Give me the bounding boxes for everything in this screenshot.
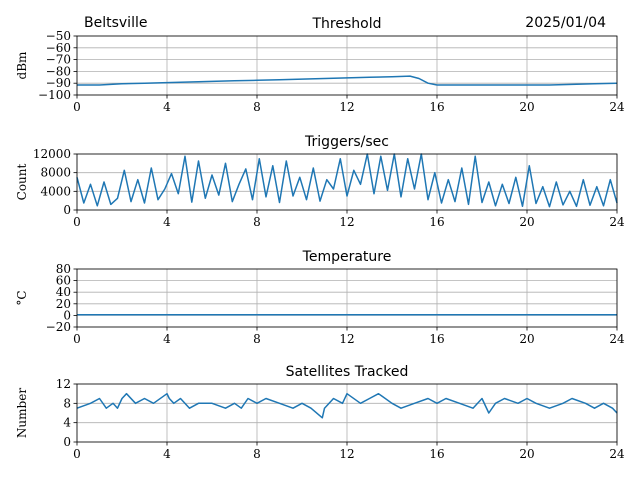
temperature-ytick-label: 40 bbox=[56, 285, 71, 299]
threshold-title: Threshold bbox=[312, 16, 382, 32]
threshold-xtick-label: 16 bbox=[429, 100, 444, 114]
temperature-ytick-label: −20 bbox=[46, 320, 71, 334]
threshold-ytick-label: −70 bbox=[46, 53, 71, 67]
satellites-ytick-label: 8 bbox=[63, 396, 71, 410]
temperature-xtick-label: 16 bbox=[429, 332, 444, 346]
threshold-xtick-label: 4 bbox=[163, 100, 171, 114]
chart-satellites: 0 4 8 12 16 20 24 0 4 8 12 Satellites Tracked Number bbox=[15, 364, 625, 461]
triggers-ytick-label: 8000 bbox=[40, 166, 71, 180]
temperature-xtick-label: 12 bbox=[339, 332, 354, 346]
chart-triggers: 0 4 8 12 16 20 24 0 4000 8000 12000 Triggers/sec Cou… bbox=[15, 134, 625, 229]
triggers-xtick-label: 0 bbox=[73, 215, 81, 229]
triggers-series-line bbox=[76, 153, 618, 208]
satellites-ytick-label: 12 bbox=[56, 377, 71, 391]
triggers-xtick-label: 16 bbox=[429, 215, 444, 229]
temperature-xtick-label: 8 bbox=[253, 332, 261, 346]
date-label: 2025/01/04 bbox=[525, 15, 606, 31]
triggers-xtick-label: 24 bbox=[609, 215, 625, 229]
triggers-xtick-label: 8 bbox=[253, 215, 261, 229]
triggers-ytick-label: 0 bbox=[63, 203, 71, 217]
triggers-title: Triggers/sec bbox=[304, 134, 389, 150]
threshold-ytick-label: −100 bbox=[38, 88, 71, 102]
temperature-xtick-label: 24 bbox=[609, 332, 625, 346]
triggers-ytick-label: 12000 bbox=[33, 147, 71, 161]
satellites-xtick-label: 4 bbox=[163, 447, 171, 461]
threshold-xtick-label: 24 bbox=[609, 100, 625, 114]
triggers-xtick-label: 4 bbox=[163, 215, 171, 229]
satellites-title: Satellites Tracked bbox=[286, 364, 409, 380]
satellites-xtick-label: 8 bbox=[253, 447, 261, 461]
satellites-xtick-label: 20 bbox=[519, 447, 534, 461]
threshold-ylabel: dBm bbox=[15, 51, 29, 80]
threshold-ytick-label: −60 bbox=[46, 41, 71, 55]
satellites-series-line bbox=[76, 392, 618, 419]
threshold-xtick-label: 12 bbox=[339, 100, 354, 114]
chart-panels: 0 4 8 12 16 20 24 −50−60−70−80−90−100 Threshold d… bbox=[15, 16, 625, 461]
threshold-ytick-label: −50 bbox=[46, 29, 71, 43]
triggers-ytick-label: 4000 bbox=[40, 184, 71, 198]
threshold-series-line bbox=[77, 75, 618, 86]
satellites-xtick-label: 12 bbox=[339, 447, 354, 461]
temperature-ytick-label: 0 bbox=[63, 308, 71, 322]
threshold-xtick-label: 20 bbox=[519, 100, 534, 114]
temperature-ytick-label: 60 bbox=[56, 274, 71, 288]
threshold-xtick-label: 8 bbox=[253, 100, 261, 114]
temperature-xtick-label: 0 bbox=[73, 332, 81, 346]
satellites-ylabel: Number bbox=[15, 388, 29, 438]
satellites-ytick-label: 0 bbox=[63, 435, 71, 449]
satellites-xtick-label: 24 bbox=[609, 447, 625, 461]
triggers-ylabel: Count bbox=[15, 163, 29, 200]
threshold-ytick-label: −90 bbox=[46, 76, 71, 90]
threshold-xtick-label: 0 bbox=[73, 100, 81, 114]
triggers-xtick-label: 20 bbox=[519, 215, 534, 229]
satellites-xtick-label: 0 bbox=[73, 447, 81, 461]
temperature-title: Temperature bbox=[302, 249, 392, 265]
temperature-xtick-label: 4 bbox=[163, 332, 171, 346]
location-label: Beltsville bbox=[84, 15, 147, 31]
temperature-ytick-label: 80 bbox=[56, 262, 71, 276]
temperature-ylabel: °C bbox=[15, 290, 29, 305]
satellites-ytick-label: 4 bbox=[63, 416, 71, 430]
threshold-ytick-label: −80 bbox=[46, 64, 71, 78]
temperature-ytick-label: 20 bbox=[56, 297, 71, 311]
chart-threshold: 0 4 8 12 16 20 24 −50−60−70−80−90−100 Threshold d… bbox=[15, 16, 625, 114]
triggers-xtick-label: 12 bbox=[339, 215, 354, 229]
temperature-xtick-label: 20 bbox=[519, 332, 534, 346]
satellites-xtick-label: 16 bbox=[429, 447, 444, 461]
